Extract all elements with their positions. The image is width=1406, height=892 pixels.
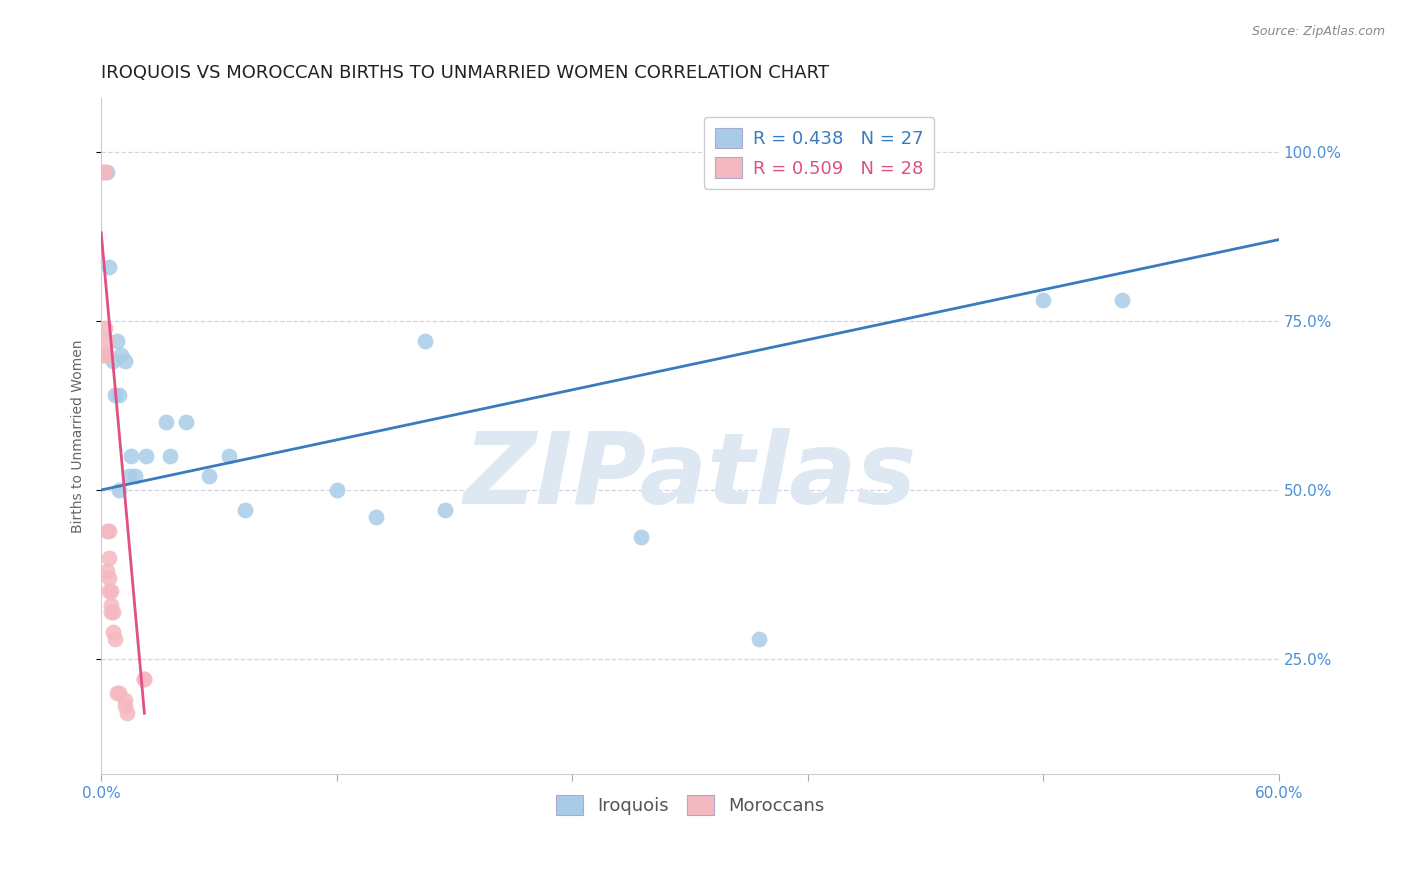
Point (413, 334, 436, 348)
Point (94, 320, 117, 334)
Point (91, 348, 114, 362)
Point (364, 510, 387, 524)
Point (98, 571, 121, 585)
Point (218, 449, 240, 463)
Point (94, 165, 117, 179)
Point (198, 469, 221, 483)
Point (100, 584, 122, 599)
Point (94, 348, 117, 362)
Point (108, 483, 131, 497)
Point (91, 165, 114, 179)
Point (108, 388, 131, 402)
Point (98, 260, 121, 274)
Y-axis label: Births to Unmarried Women: Births to Unmarried Women (72, 339, 86, 533)
Point (155, 415, 177, 429)
Point (96, 334, 118, 348)
Point (114, 692, 136, 706)
Point (1111, 293, 1133, 308)
Point (135, 449, 157, 463)
Point (105, 686, 128, 700)
Point (134, 673, 156, 687)
Point (91, 165, 114, 179)
Point (134, 673, 156, 687)
Point (96, 165, 118, 179)
Point (233, 503, 256, 517)
Point (104, 632, 127, 646)
Point (96, 564, 118, 578)
Point (98, 524, 121, 538)
Point (1032, 293, 1054, 308)
Point (120, 449, 142, 463)
Point (114, 354, 136, 368)
Point (100, 598, 122, 612)
Point (104, 388, 127, 402)
Point (105, 334, 128, 348)
Point (630, 530, 652, 544)
Point (159, 449, 181, 463)
Point (101, 625, 124, 640)
Point (101, 605, 124, 619)
Point (118, 469, 141, 483)
Point (96, 348, 118, 362)
Point (115, 706, 138, 721)
Point (174, 415, 197, 429)
Point (96, 524, 118, 538)
Legend: Iroquois, Moroccans: Iroquois, Moroccans (548, 788, 832, 822)
Point (108, 686, 131, 700)
Point (326, 483, 349, 497)
Point (101, 354, 124, 368)
Point (110, 348, 132, 362)
Text: ZIPatlas: ZIPatlas (464, 428, 917, 524)
Point (91, 348, 114, 362)
Point (124, 469, 146, 483)
Point (748, 632, 770, 646)
Text: IROQUOIS VS MOROCCAN BIRTHS TO UNMARRIED WOMEN CORRELATION CHART: IROQUOIS VS MOROCCAN BIRTHS TO UNMARRIED… (101, 64, 830, 82)
Text: Source: ZipAtlas.com: Source: ZipAtlas.com (1251, 25, 1385, 38)
Point (433, 503, 456, 517)
Point (98, 550, 121, 565)
Point (114, 699, 136, 714)
Point (98, 584, 121, 599)
Point (100, 605, 122, 619)
